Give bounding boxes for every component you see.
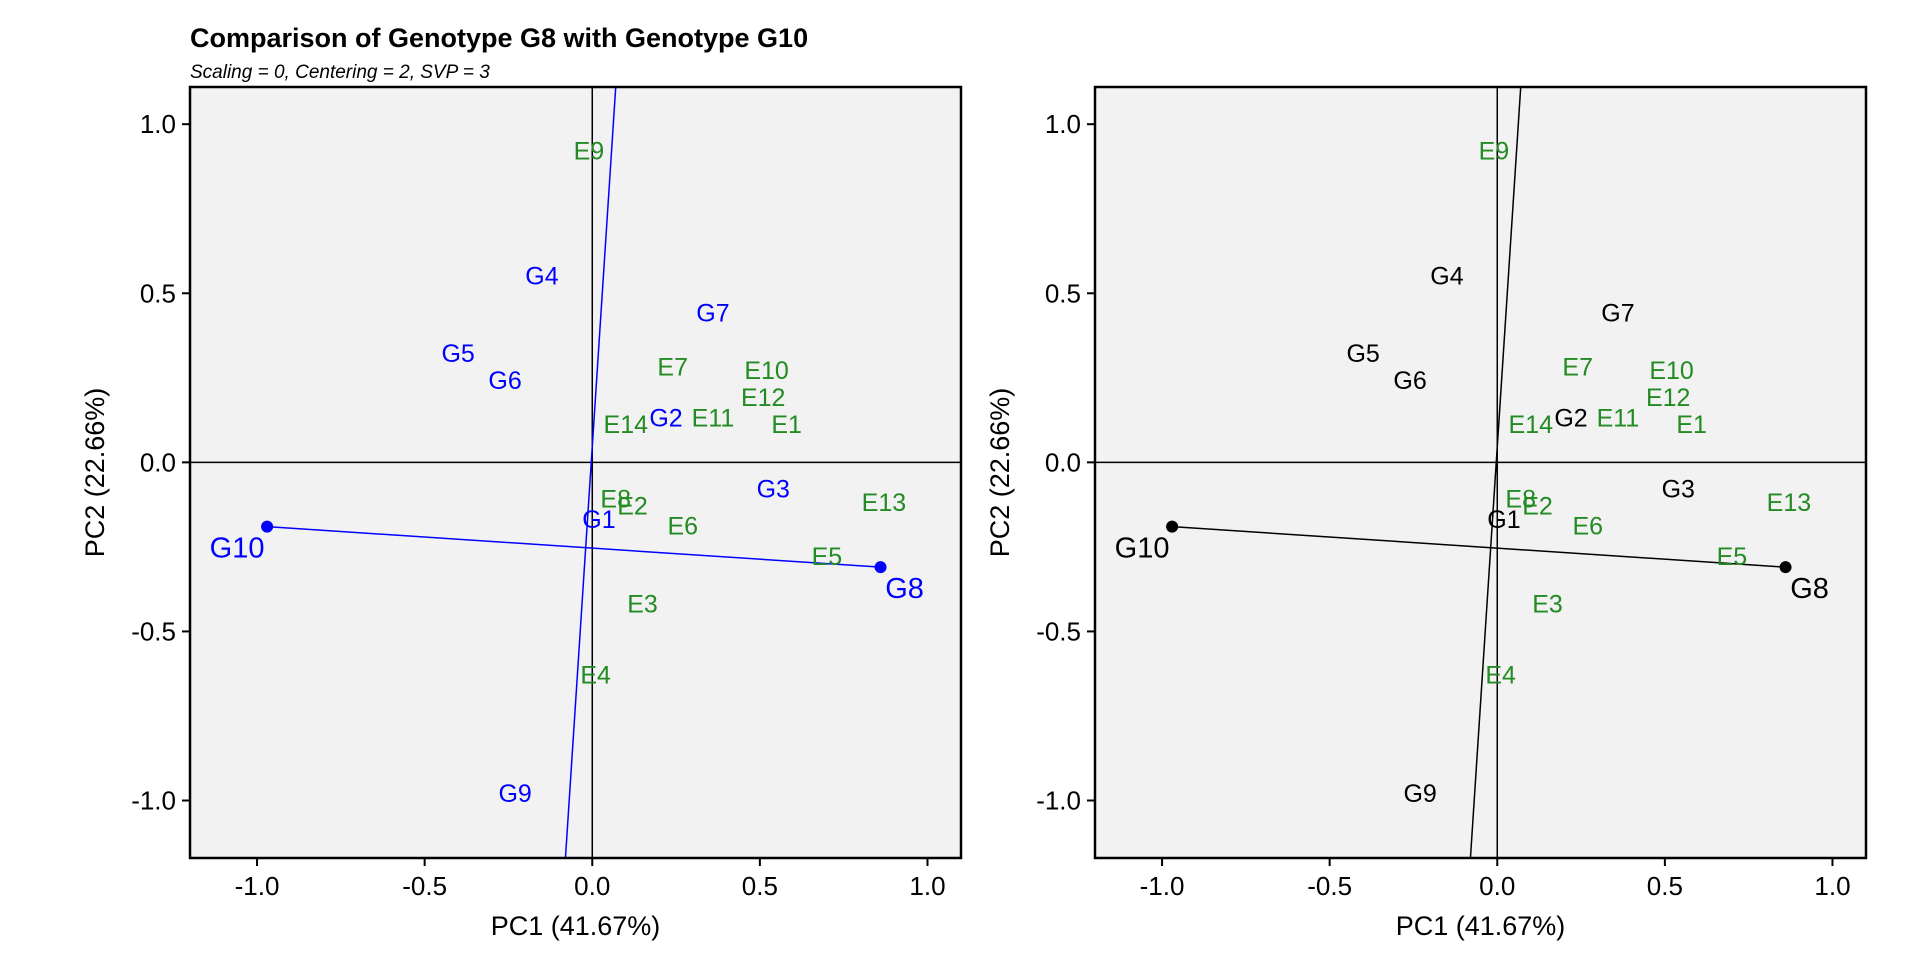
perpendicular-line	[564, 87, 617, 858]
environment-label-e6: E6	[667, 513, 698, 541]
environment-label-e3: E3	[1532, 590, 1563, 618]
y-tick-label: 1.0	[1045, 109, 1081, 139]
x-axis-label: PC1 (41.67%)	[491, 911, 661, 941]
y-tick-label: -1.0	[1036, 786, 1081, 816]
chart-subtitle: Scaling = 0, Centering = 2, SVP = 3	[190, 62, 490, 83]
environment-label-e4: E4	[580, 661, 611, 689]
plot-frame	[1093, 85, 1868, 860]
genotype-label-g5: G5	[1346, 340, 1379, 368]
environment-label-e9: E9	[1479, 137, 1510, 165]
genotype-label-g4: G4	[525, 262, 558, 290]
genotype-label-g6: G6	[1393, 367, 1426, 395]
comparison-connector-line	[267, 525, 881, 568]
genotype-label-g5: G5	[441, 340, 474, 368]
y-tick-label: 0.0	[140, 447, 176, 477]
x-tick-label: 0.5	[1647, 871, 1683, 901]
genotype-label-g9: G9	[498, 780, 531, 808]
compared-label-g8: G8	[1790, 573, 1829, 605]
environment-label-e12: E12	[741, 384, 785, 412]
y-tick-label: -0.5	[131, 616, 176, 646]
y-tick-label: 0.5	[140, 278, 176, 308]
environment-label-e7: E7	[657, 354, 688, 382]
plot-background	[1095, 87, 1866, 858]
genotype-label-g9: G9	[1403, 780, 1436, 808]
environment-label-e9: E9	[574, 137, 605, 165]
environment-label-e8: E8	[1505, 486, 1536, 514]
compared-label-g8: G8	[885, 573, 924, 605]
genotype-label-g3: G3	[757, 475, 790, 503]
y-tick-label: 0.5	[1045, 278, 1081, 308]
y-tick-label: 0.0	[1045, 447, 1081, 477]
y-tick-label: -0.5	[1036, 616, 1081, 646]
x-tick-label: 1.0	[909, 871, 945, 901]
environment-label-e13: E13	[862, 489, 906, 517]
environment-label-e3: E3	[627, 590, 658, 618]
environment-label-e14: E14	[604, 411, 649, 439]
x-tick-label: 0.5	[742, 871, 778, 901]
environment-label-e7: E7	[1562, 354, 1593, 382]
comparison-connector-line	[1172, 525, 1786, 568]
compared-label-g10: G10	[1115, 533, 1170, 565]
environment-label-e2: E2	[1522, 492, 1553, 520]
perpendicular-line	[1469, 87, 1522, 858]
genotype-label-g7: G7	[696, 300, 729, 328]
environment-label-e14: E14	[1509, 411, 1554, 439]
genotype-label-g3: G3	[1662, 475, 1695, 503]
environment-label-e11: E11	[692, 404, 735, 432]
x-tick-label: 1.0	[1814, 871, 1850, 901]
genotype-label-g6: G6	[488, 367, 521, 395]
plot-background	[190, 87, 961, 858]
genotype-label-g2: G2	[649, 404, 682, 432]
environment-label-e10: E10	[1649, 357, 1693, 385]
x-tick-label: -0.5	[1307, 871, 1352, 901]
environment-label-e12: E12	[1646, 384, 1690, 412]
genotype-label-g1: G1	[1487, 506, 1520, 534]
genotype-label-g2: G2	[1554, 404, 1587, 432]
compared-point-g8	[1779, 561, 1792, 574]
x-tick-label: -1.0	[1140, 871, 1185, 901]
environment-label-e8: E8	[600, 486, 631, 514]
x-tick-label: 0.0	[574, 871, 610, 901]
environment-label-e4: E4	[1485, 661, 1516, 689]
genotype-label-g1: G1	[582, 506, 615, 534]
genotype-label-g7: G7	[1601, 300, 1634, 328]
genotype-label-g4: G4	[1430, 262, 1463, 290]
compared-point-g8	[874, 561, 887, 574]
environment-label-e2: E2	[617, 492, 648, 520]
x-tick-label: 0.0	[1479, 871, 1515, 901]
plot-frame	[188, 85, 963, 860]
chart-title: Comparison of Genotype G8 with Genotype …	[190, 23, 808, 53]
y-tick-label: 1.0	[140, 109, 176, 139]
environment-label-e11: E11	[1597, 404, 1640, 432]
x-axis-label: PC1 (41.67%)	[1396, 911, 1566, 941]
x-tick-label: -1.0	[235, 871, 280, 901]
panels: E1E2E3E4E5E6E7E8E9E10E11E12E13E14G1G2G3G…	[80, 85, 1868, 941]
environment-label-e6: E6	[1572, 513, 1603, 541]
environment-label-e1: E1	[1676, 411, 1707, 439]
environment-label-e10: E10	[744, 357, 788, 385]
compared-point-g10	[261, 520, 274, 533]
environment-label-e5: E5	[812, 543, 843, 571]
environment-label-e5: E5	[1717, 543, 1748, 571]
y-axis-label: PC2 (22.66%)	[985, 388, 1015, 558]
y-axis-label: PC2 (22.66%)	[80, 388, 110, 558]
environment-label-e13: E13	[1767, 489, 1811, 517]
environment-label-e1: E1	[771, 411, 802, 439]
x-tick-label: -0.5	[402, 871, 447, 901]
compared-label-g10: G10	[210, 533, 265, 565]
compared-point-g10	[1166, 520, 1179, 533]
y-tick-label: -1.0	[131, 786, 176, 816]
